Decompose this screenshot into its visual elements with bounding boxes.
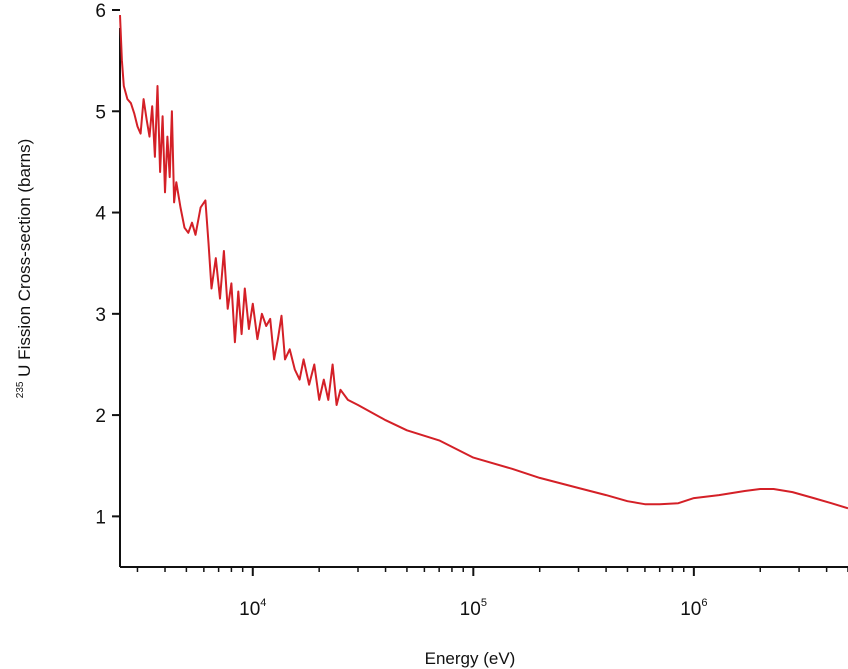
y-tick-label: 1 bbox=[95, 507, 106, 528]
y-axis-title: 235 U Fission Cross-section (barns) bbox=[8, 139, 34, 398]
x-tick-label-exponent: 6 bbox=[701, 597, 707, 609]
y-tick-label: 4 bbox=[95, 204, 106, 225]
y-tick-label: 3 bbox=[95, 305, 106, 326]
x-tick-label-exponent: 4 bbox=[260, 597, 266, 609]
y-tick-label: 5 bbox=[95, 102, 106, 123]
x-tick-label: 105 bbox=[460, 597, 487, 620]
x-tick-label-base: 10 bbox=[680, 599, 701, 620]
x-tick-label: 106 bbox=[680, 597, 707, 620]
x-tick-label-base: 10 bbox=[460, 599, 481, 620]
axes bbox=[119, 28, 848, 568]
y-tick-label: 6 bbox=[95, 1, 106, 22]
x-tick-label-exponent: 5 bbox=[481, 597, 487, 609]
y-tick-label: 2 bbox=[95, 406, 106, 427]
y-axis-title-text: U Fission Cross-section (barns) bbox=[15, 139, 34, 377]
tick-marks bbox=[112, 9, 848, 576]
y-axis-title-isotope: 235 bbox=[15, 381, 26, 398]
x-tick-label-base: 10 bbox=[239, 599, 260, 620]
series-layer bbox=[119, 15, 848, 510]
x-tick-label: 104 bbox=[239, 597, 266, 620]
x-axis-title: Energy (eV) bbox=[425, 649, 516, 668]
series-line-0 bbox=[119, 15, 848, 510]
